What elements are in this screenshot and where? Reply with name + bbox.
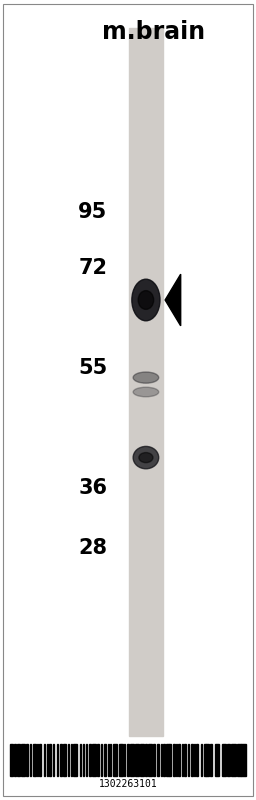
Bar <box>182 744 183 776</box>
Bar <box>121 744 123 776</box>
Bar <box>157 744 159 776</box>
Bar <box>71 744 72 776</box>
Text: m.brain: m.brain <box>102 20 205 44</box>
Bar <box>191 744 193 776</box>
Bar <box>110 744 111 776</box>
Bar <box>241 744 246 776</box>
Bar <box>201 744 202 776</box>
Bar <box>37 744 38 776</box>
Bar <box>68 744 69 776</box>
Bar <box>60 744 62 776</box>
Bar <box>49 744 51 776</box>
Bar <box>80 744 81 776</box>
Bar <box>57 744 58 776</box>
Bar <box>188 744 189 776</box>
Bar <box>135 744 139 776</box>
Ellipse shape <box>138 290 154 310</box>
Bar <box>215 744 219 776</box>
Text: 28: 28 <box>79 538 108 558</box>
Bar <box>63 744 66 776</box>
Bar <box>173 744 175 776</box>
Bar <box>169 744 171 776</box>
Bar <box>53 744 54 776</box>
Text: 55: 55 <box>78 358 108 378</box>
Bar <box>153 744 155 776</box>
Bar <box>108 744 109 776</box>
Bar <box>104 744 106 776</box>
Bar <box>237 744 241 776</box>
Bar <box>163 744 165 776</box>
Bar <box>30 744 31 776</box>
Text: 36: 36 <box>79 478 108 498</box>
Bar <box>129 28 163 736</box>
Bar <box>44 744 45 776</box>
Bar <box>210 744 212 776</box>
Bar <box>33 744 36 776</box>
Bar <box>176 744 177 776</box>
Bar <box>184 744 186 776</box>
Bar <box>127 744 129 776</box>
Bar <box>227 744 230 776</box>
Bar <box>119 744 121 776</box>
Bar <box>83 744 84 776</box>
Polygon shape <box>165 274 181 326</box>
Bar <box>194 744 195 776</box>
Bar <box>204 744 206 776</box>
Bar <box>166 744 169 776</box>
Bar <box>89 744 91 776</box>
Bar <box>145 744 147 776</box>
Bar <box>196 744 198 776</box>
Text: 1302263101: 1302263101 <box>99 779 157 789</box>
Ellipse shape <box>132 279 160 321</box>
Bar <box>10 744 13 776</box>
Bar <box>140 744 144 776</box>
Bar <box>113 744 117 776</box>
Bar <box>222 744 226 776</box>
Bar <box>97 744 99 776</box>
Bar <box>14 744 16 776</box>
Ellipse shape <box>133 387 159 397</box>
Bar <box>101 744 102 776</box>
Bar <box>178 744 180 776</box>
Text: 72: 72 <box>79 258 108 278</box>
Bar <box>130 744 134 776</box>
Ellipse shape <box>133 446 159 469</box>
Ellipse shape <box>133 372 159 383</box>
Bar <box>73 744 77 776</box>
Bar <box>148 744 152 776</box>
Bar <box>47 744 48 776</box>
Text: 95: 95 <box>78 202 108 222</box>
Bar <box>17 744 20 776</box>
Bar <box>86 744 87 776</box>
Bar <box>231 744 236 776</box>
Bar <box>124 744 125 776</box>
Ellipse shape <box>139 453 153 462</box>
Bar <box>26 744 28 776</box>
Bar <box>206 744 209 776</box>
Bar <box>39 744 41 776</box>
Bar <box>161 744 162 776</box>
Bar <box>21 744 25 776</box>
Bar <box>92 744 96 776</box>
